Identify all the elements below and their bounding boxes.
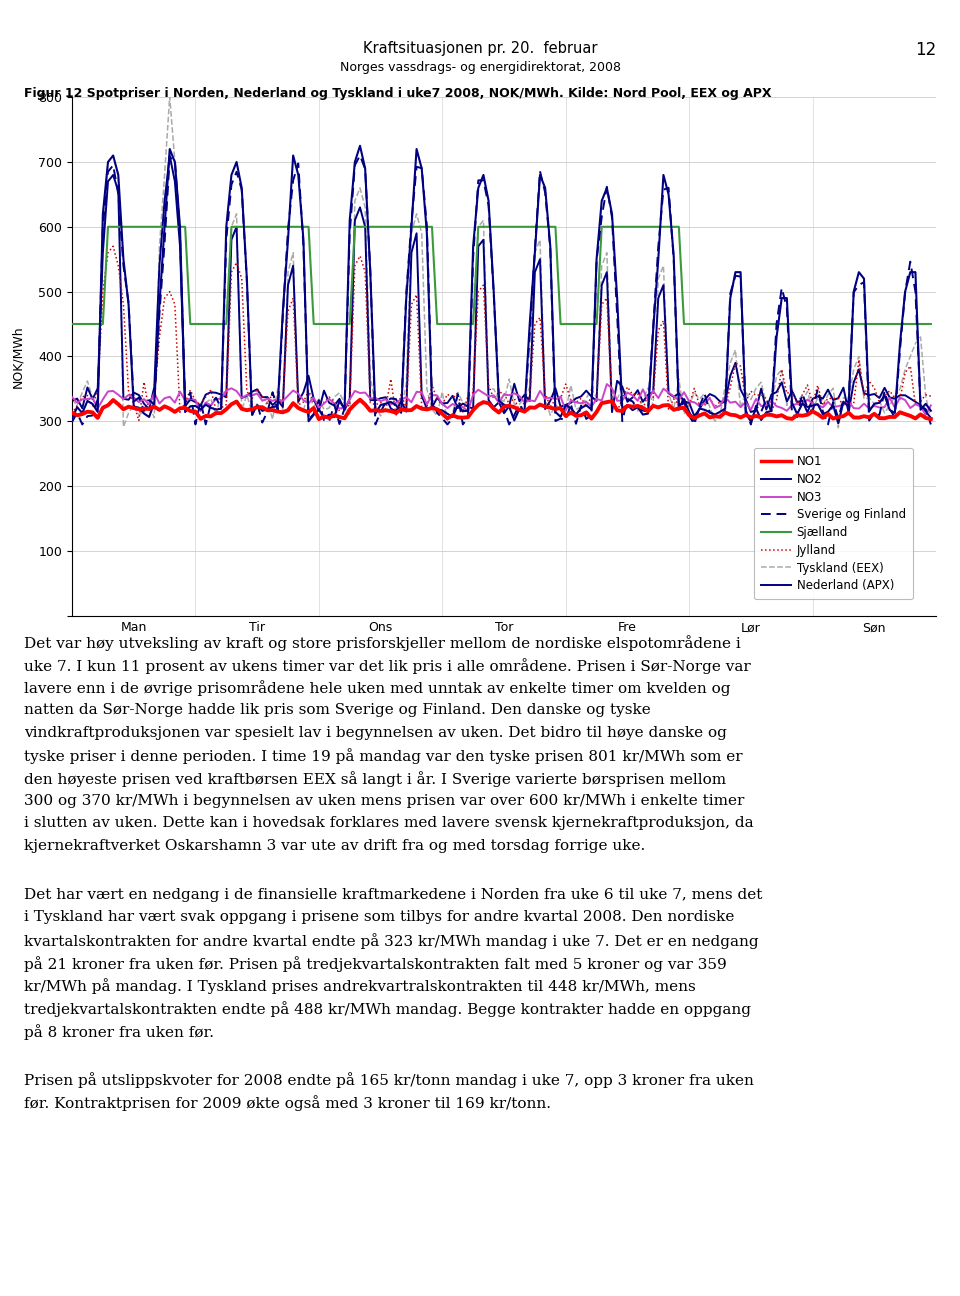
Text: Det har vært en nedgang i de finansielle kraftmarkedene i Norden fra uke 6 til u: Det har vært en nedgang i de finansielle…	[24, 888, 762, 902]
Text: lavere enn i de øvrige prisområdene hele uken med unntak av enkelte timer om kve: lavere enn i de øvrige prisområdene hele…	[24, 680, 731, 696]
Text: på 8 kroner fra uken før.: på 8 kroner fra uken før.	[24, 1024, 214, 1039]
Text: kvartalskontrakten for andre kvartal endte på 323 kr/MWh mandag i uke 7. Det er : kvartalskontrakten for andre kvartal end…	[24, 933, 758, 949]
Text: tredjekvartalskontrakten endte på 488 kr/MWh mandag. Begge kontrakter hadde en o: tredjekvartalskontrakten endte på 488 kr…	[24, 1002, 751, 1017]
Text: den høyeste prisen ved kraftbørsen EEX så langt i år. I Sverige varierte børspri: den høyeste prisen ved kraftbørsen EEX s…	[24, 771, 726, 787]
Text: på 21 kroner fra uken før. Prisen på tredjekvartalskontrakten falt med 5 kroner : på 21 kroner fra uken før. Prisen på tre…	[24, 956, 727, 972]
Text: 12: 12	[915, 41, 936, 60]
Text: Prisen på utslippskvoter for 2008 endte på 165 kr/tonn mandag i uke 7, opp 3 kro: Prisen på utslippskvoter for 2008 endte …	[24, 1073, 754, 1089]
Text: Norges vassdrags- og energidirektorat, 2008: Norges vassdrags- og energidirektorat, 2…	[340, 61, 620, 74]
Text: vindkraftproduksjonen var spesielt lav i begynnelsen av uken. Det bidro til høye: vindkraftproduksjonen var spesielt lav i…	[24, 726, 727, 740]
Text: uke 7. I kun 11 prosent av ukens timer var det lik pris i alle områdene. Prisen : uke 7. I kun 11 prosent av ukens timer v…	[24, 658, 751, 674]
Legend: NO1, NO2, NO3, Sverige og Finland, Sjælland, Jylland, Tyskland (EEX), Nederland : NO1, NO2, NO3, Sverige og Finland, Sjæll…	[755, 448, 913, 599]
Text: kr/MWh på mandag. I Tyskland prises andrekvartralskontrakten til 448 kr/MWh, men: kr/MWh på mandag. I Tyskland prises andr…	[24, 978, 696, 994]
Text: i Tyskland har vært svak oppgang i prisene som tilbys for andre kvartal 2008. De: i Tyskland har vært svak oppgang i prise…	[24, 911, 734, 924]
Text: før. Kontraktprisen for 2009 økte også med 3 kroner til 169 kr/tonn.: før. Kontraktprisen for 2009 økte også m…	[24, 1095, 551, 1111]
Y-axis label: NOK/MWh: NOK/MWh	[12, 325, 24, 388]
Text: Det var høy utveksling av kraft og store prisforskjeller mellom de nordiske elsp: Det var høy utveksling av kraft og store…	[24, 635, 741, 651]
Text: natten da Sør-Norge hadde lik pris som Sverige og Finland. Den danske og tyske: natten da Sør-Norge hadde lik pris som S…	[24, 702, 651, 717]
Text: i slutten av uken. Dette kan i hovedsak forklares med lavere svensk kjernekraftp: i slutten av uken. Dette kan i hovedsak …	[24, 816, 754, 831]
Text: tyske priser i denne perioden. I time 19 på mandag var den tyske prisen 801 kr/M: tyske priser i denne perioden. I time 19…	[24, 749, 743, 765]
Text: kjernekraftverket Oskarshamn 3 var ute av drift fra og med torsdag forrige uke.: kjernekraftverket Oskarshamn 3 var ute a…	[24, 840, 645, 853]
Text: Figur 12 Spotpriser i Norden, Nederland og Tyskland i uke7 2008, NOK/MWh. Kilde:: Figur 12 Spotpriser i Norden, Nederland …	[24, 87, 772, 100]
Text: Kraftsituasjonen pr. 20.  februar: Kraftsituasjonen pr. 20. februar	[363, 41, 597, 57]
Text: 300 og 370 kr/MWh i begynnelsen av uken mens prisen var over 600 kr/MWh i enkelt: 300 og 370 kr/MWh i begynnelsen av uken …	[24, 793, 744, 807]
